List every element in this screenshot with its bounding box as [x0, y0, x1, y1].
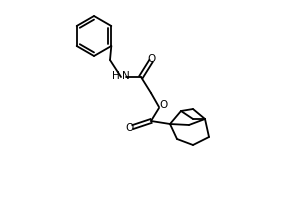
Text: N: N: [122, 71, 130, 81]
Text: O: O: [159, 100, 167, 110]
Text: H: H: [112, 71, 119, 81]
Text: O: O: [148, 54, 156, 64]
Text: O: O: [125, 123, 134, 133]
